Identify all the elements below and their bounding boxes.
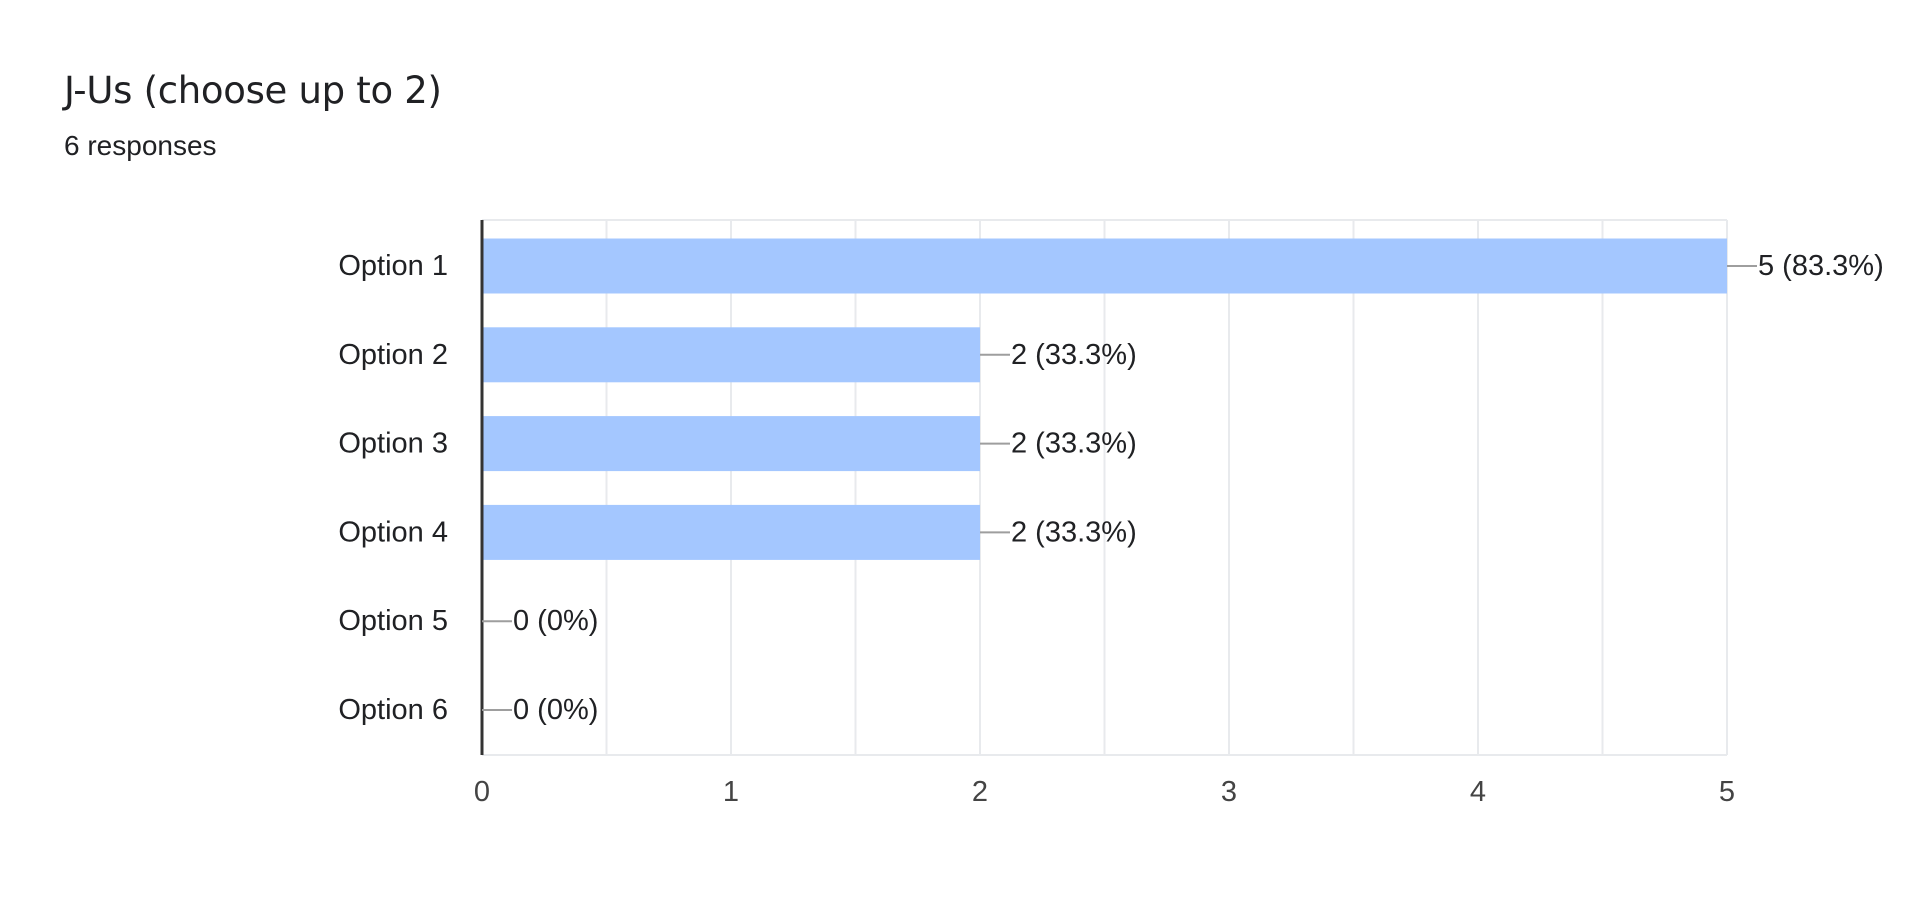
- category-label: Option 3: [338, 428, 448, 460]
- x-tick-label: 2: [972, 776, 988, 808]
- data-label: 2 (33.3%): [1011, 516, 1137, 548]
- category-label: Option 6: [338, 694, 448, 726]
- data-label: 0 (0%): [513, 605, 598, 637]
- data-label: 5 (83.3%): [1758, 250, 1884, 282]
- data-label: 0 (0%): [513, 694, 598, 726]
- x-tick-label: 4: [1470, 776, 1486, 808]
- chart-title: J-Us (choose up to 2): [64, 69, 442, 112]
- bar-3: [482, 416, 980, 472]
- data-label: 2 (33.3%): [1011, 428, 1137, 460]
- bar-4: [482, 504, 980, 560]
- x-tick-label: 5: [1719, 776, 1735, 808]
- response-count: 6 responses: [64, 130, 217, 161]
- x-tick-label: 3: [1221, 776, 1237, 808]
- category-label: Option 5: [338, 605, 448, 637]
- category-label: Option 2: [338, 339, 448, 371]
- grid-layer: [482, 219, 1728, 756]
- category-label: Option 4: [338, 516, 448, 548]
- axis-layer: 0 1 2 3 4 5: [474, 220, 1735, 808]
- data-label: 2 (33.3%): [1011, 339, 1137, 371]
- labels-layer: Option 1 5 (83.3%) Option 2 2 (33.3%) Option…: [338, 250, 1883, 726]
- category-label: Option 1: [338, 250, 448, 282]
- x-tick-label: 1: [723, 776, 739, 808]
- x-tick-label: 0: [474, 776, 490, 808]
- bar-1: [482, 238, 1727, 294]
- bar-2: [482, 327, 980, 383]
- bars-layer: [482, 238, 1727, 560]
